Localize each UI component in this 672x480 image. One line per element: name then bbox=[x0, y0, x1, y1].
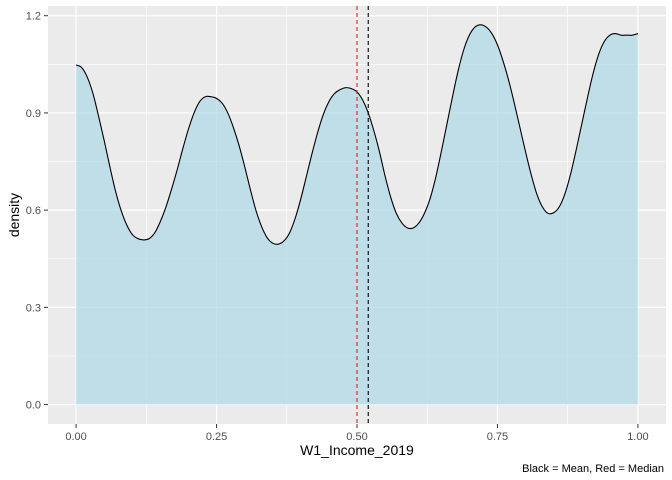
y-axis: 0.0 0.3 0.6 0.9 1.2 bbox=[26, 11, 48, 412]
x-axis: 0.00 0.25 0.50 0.75 1.00 bbox=[65, 424, 649, 443]
x-tick-label: 1.00 bbox=[627, 431, 648, 443]
x-axis-title: W1_Income_2019 bbox=[300, 442, 414, 458]
x-tick-label: 0.75 bbox=[487, 431, 508, 443]
y-axis-title: density bbox=[6, 193, 22, 237]
y-tick-label: 1.2 bbox=[26, 11, 41, 23]
x-tick-label: 0.00 bbox=[65, 431, 86, 443]
y-tick-label: 0.6 bbox=[26, 205, 41, 217]
y-tick-label: 0.9 bbox=[26, 108, 41, 120]
density-area bbox=[76, 24, 638, 405]
chart-caption: Black = Mean, Red = Median bbox=[522, 463, 664, 475]
y-tick-label: 0.0 bbox=[26, 400, 41, 412]
x-tick-label: 0.50 bbox=[346, 431, 367, 443]
x-tick-label: 0.25 bbox=[206, 431, 227, 443]
y-tick-label: 0.3 bbox=[26, 302, 41, 314]
